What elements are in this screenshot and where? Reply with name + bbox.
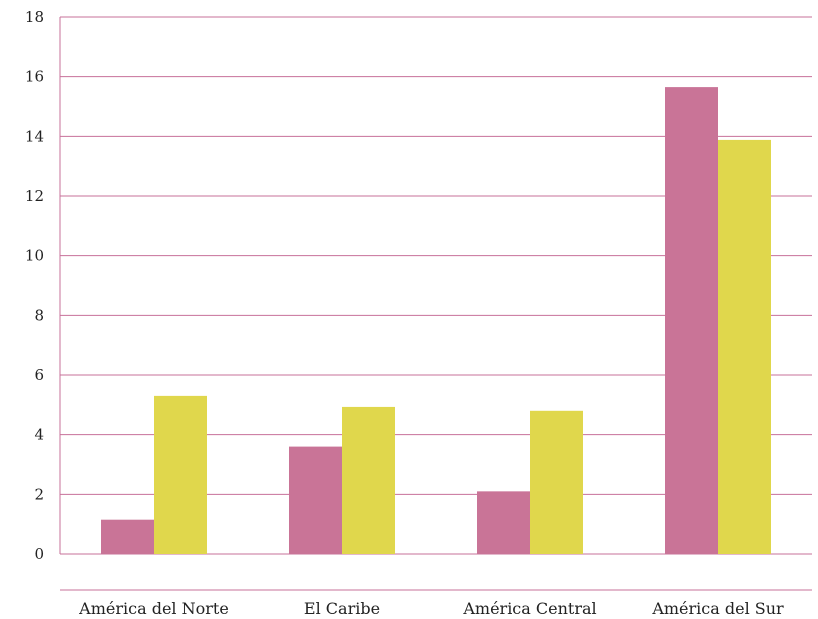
x-tick-label: América del Sur bbox=[651, 599, 784, 618]
y-axis-ticks: 0 2 4 6 8 10 12 14 16 18 bbox=[25, 8, 44, 563]
y-tick-label: 2 bbox=[34, 485, 44, 503]
y-tick-label: 6 bbox=[34, 366, 44, 384]
bar bbox=[665, 87, 718, 554]
bars bbox=[101, 87, 771, 554]
x-axis: América del Norte El Caribe América Centra… bbox=[60, 589, 812, 618]
bar bbox=[718, 139, 771, 554]
bar bbox=[477, 491, 530, 554]
bar bbox=[289, 446, 342, 554]
y-tick-label: 12 bbox=[25, 187, 44, 205]
y-tick-label: 4 bbox=[34, 426, 44, 444]
y-tick-label: 18 bbox=[25, 8, 44, 26]
y-tick-label: 16 bbox=[25, 68, 44, 86]
y-tick-label: 8 bbox=[34, 306, 44, 324]
x-tick-label: América del Norte bbox=[78, 599, 229, 618]
y-tick-label: 10 bbox=[25, 247, 44, 265]
bar bbox=[101, 519, 154, 554]
bar bbox=[342, 406, 395, 554]
bar bbox=[154, 395, 207, 554]
y-tick-label: 0 bbox=[34, 545, 44, 563]
x-tick-label: América Central bbox=[462, 599, 596, 618]
bar bbox=[530, 410, 583, 554]
y-tick-label: 14 bbox=[25, 127, 44, 145]
x-tick-label: El Caribe bbox=[304, 599, 380, 618]
